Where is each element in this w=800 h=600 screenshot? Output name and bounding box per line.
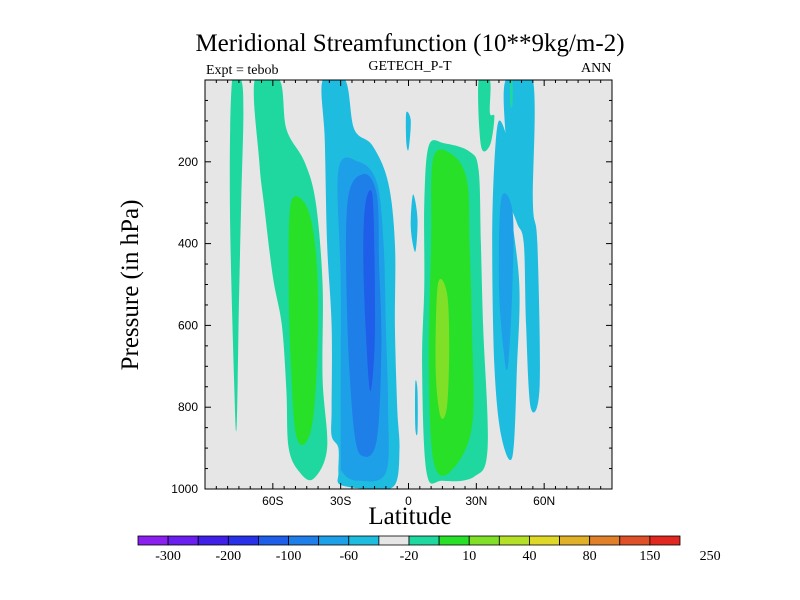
colorbar-swatch: [650, 536, 680, 545]
colorbar-swatch: [560, 536, 590, 545]
colorbar-label: -20: [400, 549, 419, 564]
colorbar-label: 250: [700, 549, 721, 564]
x-tick-label: 30N: [465, 494, 487, 508]
x-tick-label: 30S: [330, 494, 351, 508]
y-tick-label: 400: [178, 237, 198, 251]
colorbar-label: -300: [155, 549, 181, 564]
y-tick-label: 200: [178, 155, 198, 169]
colorbar-label: -200: [215, 549, 241, 564]
colorbar-swatch: [198, 536, 228, 545]
colorbar-swatch: [168, 536, 198, 545]
colorbar-swatch: [439, 536, 469, 545]
colorbar-label: 40: [522, 549, 536, 564]
colorbar-swatch: [590, 536, 620, 545]
x-tick-label: 0: [405, 494, 412, 508]
colorbar-label: 150: [639, 549, 660, 564]
x-tick-label: 60N: [533, 494, 555, 508]
colorbar-swatch: [289, 536, 319, 545]
streamfunction-chart: 60S 30S 0 30N 60N 200 400 600 800 1000 -300 -200 -10…: [0, 0, 800, 600]
colorbar-swatch: [499, 536, 529, 545]
colorbar-swatch: [529, 536, 559, 545]
colorbar-swatch: [319, 536, 349, 545]
y-tick-label: 1000: [171, 482, 198, 496]
colorbar-swatch: [228, 536, 258, 545]
colorbar-label: 80: [583, 549, 597, 564]
y-tick-label: 800: [178, 400, 198, 414]
colorbar-swatch: [469, 536, 499, 545]
colorbar-label: -60: [339, 549, 358, 564]
colorbar-swatch: [258, 536, 288, 545]
colorbar-swatch: [138, 536, 168, 545]
colorbar-label: -100: [276, 549, 302, 564]
colorbar-swatch: [620, 536, 650, 545]
colorbar-swatch: [409, 536, 439, 545]
y-tick-label: 600: [178, 318, 198, 332]
contour-region-12: [436, 279, 450, 419]
colorbar-swatch: [349, 536, 379, 545]
contour-region-11: [429, 149, 474, 475]
colorbar-swatch: [379, 536, 409, 545]
colorbar-label: 10: [462, 549, 476, 564]
x-tick-label: 60S: [262, 494, 283, 508]
